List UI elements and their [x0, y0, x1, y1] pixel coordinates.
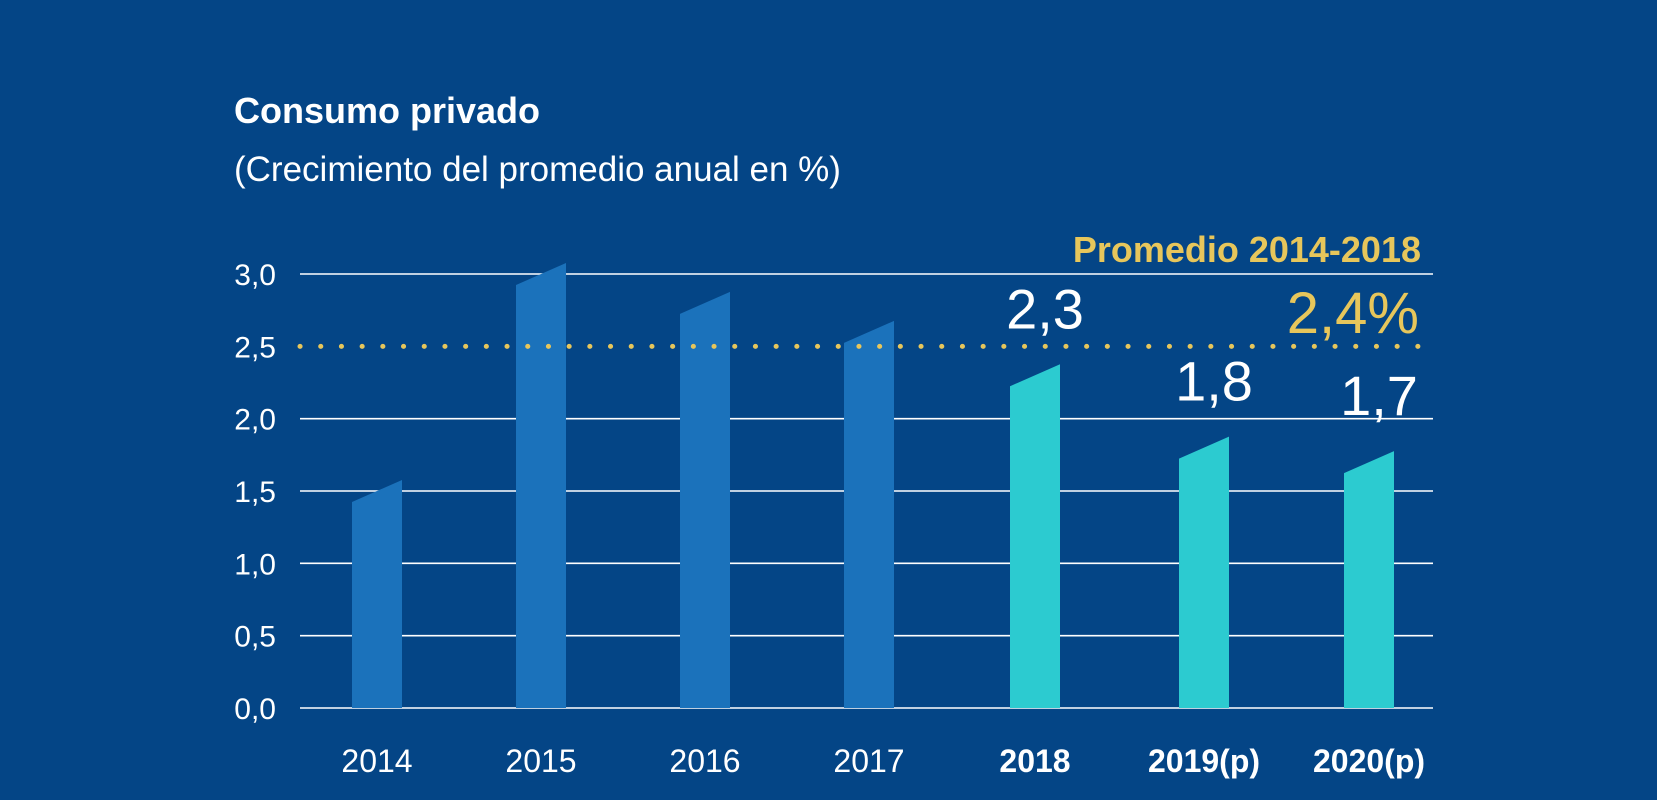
y-tick-label: 2,5 — [234, 331, 276, 364]
x-tick-label: 2014 — [341, 743, 412, 779]
y-tick-label: 0,0 — [234, 693, 276, 726]
bar-2017 — [844, 320, 894, 708]
x-axis-ticks: 2014 2015 2016 2017 2018 2019(p) 2020(p) — [341, 743, 1425, 779]
bars — [352, 263, 1394, 708]
x-tick-label: 2016 — [669, 743, 740, 779]
bar-2014 — [352, 480, 402, 708]
y-axis-ticks: 0,0 0,5 1,0 1,5 2,0 2,5 3,0 — [234, 259, 276, 726]
data-label: 1,7 — [1340, 364, 1418, 427]
average-line-group: Promedio 2014-2018 2,4% — [297, 229, 1430, 349]
data-label: 1,8 — [1175, 350, 1253, 413]
x-tick-label: 2018 — [999, 743, 1070, 779]
x-tick-label: 2015 — [505, 743, 576, 779]
bar-2016 — [680, 291, 730, 708]
bar-2015 — [516, 263, 566, 708]
chart-title: Consumo privado — [234, 90, 541, 131]
x-tick-label: 2020(p) — [1313, 743, 1425, 779]
bar-2020(p) — [1344, 451, 1394, 708]
average-label: Promedio 2014-2018 — [1073, 229, 1421, 270]
data-label: 2,3 — [1006, 277, 1084, 340]
x-tick-label: 2019(p) — [1148, 743, 1260, 779]
y-tick-label: 2,0 — [234, 404, 276, 437]
data-labels: 2,3 1,8 1,7 — [1006, 277, 1418, 427]
y-tick-label: 0,5 — [234, 621, 276, 654]
y-tick-label: 1,5 — [234, 476, 276, 509]
y-tick-label: 1,0 — [234, 548, 276, 581]
x-tick-label: 2017 — [833, 743, 904, 779]
chart-subtitle: (Crecimiento del promedio anual en %) — [234, 150, 841, 189]
bar-2019(p) — [1179, 436, 1229, 708]
average-value: 2,4% — [1287, 281, 1419, 346]
bar-2018 — [1010, 364, 1060, 708]
y-tick-label: 3,0 — [234, 259, 276, 292]
